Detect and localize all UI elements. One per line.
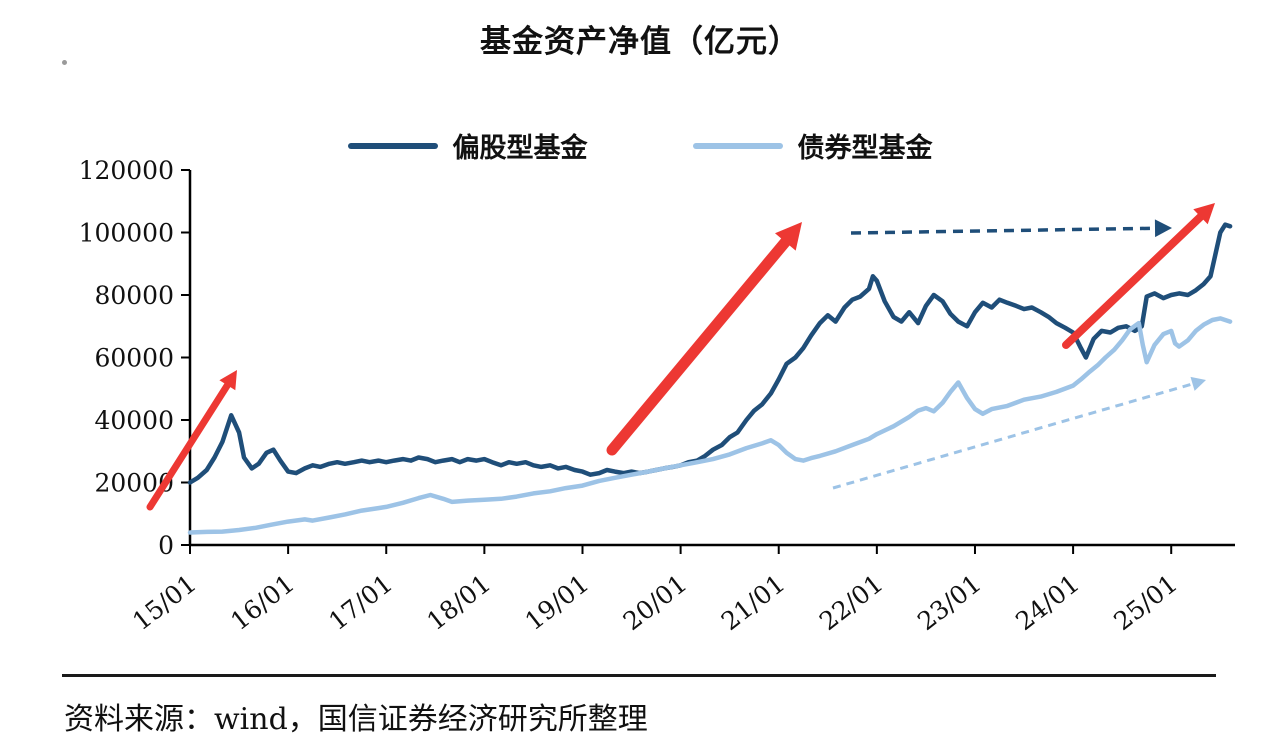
red-arrow-2025-rally-head	[1193, 203, 1215, 225]
page-title: 基金资产净值（亿元）	[480, 24, 800, 60]
x-tick-label: 15/01	[127, 569, 202, 636]
y-tick-label: 40000	[94, 406, 174, 435]
navy-dashed-plateau-arrow-shaft	[850, 226, 1156, 235]
x-tick-label: 21/01	[716, 569, 791, 636]
equity-series-line	[187, 222, 1233, 485]
legend-item-bond: 债券型基金	[692, 126, 933, 165]
y-tick-label: 60000	[94, 344, 174, 373]
stray-dot	[62, 60, 67, 65]
legend-item-equity: 偏股型基金	[347, 126, 588, 165]
source-note: 资料来源：wind，国信证券经济研究所整理	[64, 702, 648, 737]
x-tick-label: 22/01	[814, 569, 889, 636]
legend-label-bond: 债券型基金	[797, 133, 933, 164]
red-arrow-2015-peak-shaft	[146, 381, 231, 511]
legend-label-equity: 偏股型基金	[452, 133, 588, 164]
red-arrow-2015-peak-head	[219, 370, 237, 391]
x-tick-label: 18/01	[421, 569, 496, 636]
y-tick-label: 80000	[94, 281, 174, 310]
x-tick-label: 23/01	[912, 569, 987, 636]
navy-dashed-plateau-arrow-head	[1154, 219, 1172, 238]
blue-dashed-trend-arrow-head	[1190, 376, 1206, 391]
x-tick-label: 16/01	[225, 569, 300, 636]
x-tick-label: 17/01	[323, 569, 398, 636]
x-tick-label: 25/01	[1108, 569, 1183, 636]
x-tick-label: 20/01	[618, 569, 693, 636]
y-tick-label: 0	[158, 531, 174, 560]
red-arrow-2020-rally-head	[775, 222, 802, 251]
red-arrow-2025-rally-shaft	[1062, 212, 1205, 349]
equity-line-swatch	[347, 142, 438, 149]
divider-line	[62, 674, 1216, 677]
blue-dashed-trend-arrow-shaft	[832, 382, 1193, 490]
x-tick-label: 24/01	[1010, 569, 1085, 636]
legend: 偏股型基金 债券型基金	[0, 126, 1280, 165]
x-tick-label: 19/01	[520, 569, 595, 636]
bond-series-line	[187, 316, 1233, 535]
bond-line-swatch	[692, 142, 783, 149]
red-arrow-2020-rally-shaft	[606, 236, 791, 456]
y-tick-label: 100000	[79, 219, 174, 248]
y-tick-label: 120000	[79, 156, 174, 185]
